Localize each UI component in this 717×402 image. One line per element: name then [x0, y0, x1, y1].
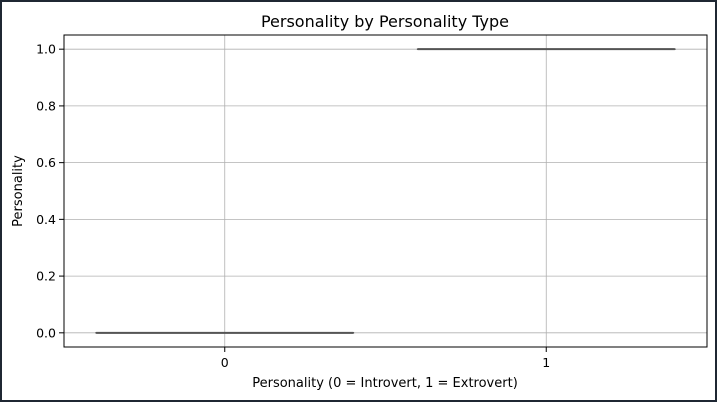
y-tick-label: 0.2 [36, 269, 56, 284]
x-tick-label: 0 [221, 355, 229, 370]
x-tick-label: 1 [542, 355, 550, 370]
y-tick-label: 0.8 [36, 98, 56, 113]
grid-lines [64, 35, 707, 347]
y-axis-ticks: 0.0 0.2 0.4 0.6 0.8 1.0 [36, 42, 64, 340]
y-tick-label: 0.6 [36, 155, 56, 170]
y-tick-label: 0.0 [36, 325, 56, 340]
box-marks [95, 48, 676, 334]
y-axis-label: Personality [11, 155, 26, 227]
plot-area-frame [63, 34, 708, 348]
y-tick-label: 1.0 [36, 42, 56, 57]
chart-title: Personality by Personality Type [261, 12, 509, 31]
y-tick-label: 0.4 [36, 212, 56, 227]
x-axis-label: Personality (0 = Introvert, 1 = Extrover… [252, 376, 518, 391]
